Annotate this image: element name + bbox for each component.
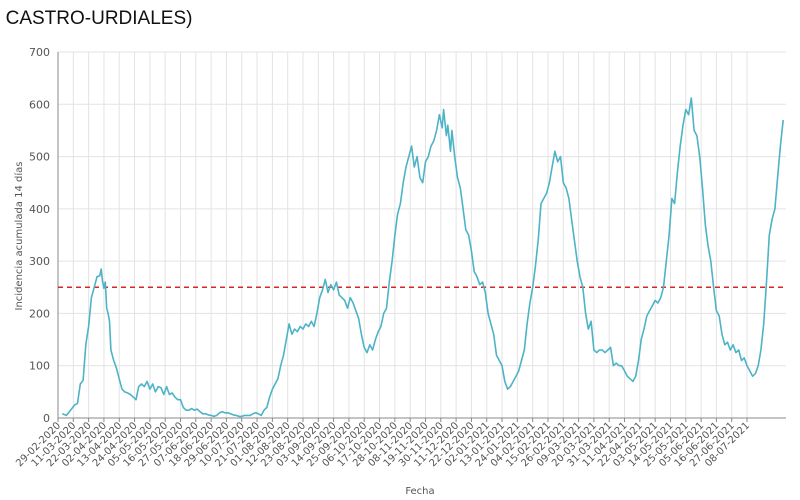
y-tick-label: 700 (29, 46, 50, 59)
y-tick-label: 300 (29, 255, 50, 268)
y-axis-label: Incidencia acumulada 14 días (13, 162, 25, 311)
series-line (61, 97, 784, 418)
y-tick-label: 600 (29, 98, 50, 111)
chart-title: - CASTRO-URDIALES) (0, 8, 193, 29)
x-tick-labels: 29-02-202011-03-202022-03-202002-04-2020… (14, 420, 752, 469)
axes (57, 52, 786, 422)
y-tick-label: 0 (43, 412, 50, 425)
y-tick-label: 500 (29, 151, 50, 164)
x-axis-label: Fecha (405, 486, 434, 497)
y-tick-label: 400 (29, 203, 50, 216)
series (61, 97, 784, 418)
grid (57, 51, 786, 419)
y-tick-labels: 0 100 200 300 400 500 600 700 (29, 46, 50, 425)
y-tick-label: 200 (29, 307, 50, 320)
y-tick-label: 100 (29, 360, 50, 373)
